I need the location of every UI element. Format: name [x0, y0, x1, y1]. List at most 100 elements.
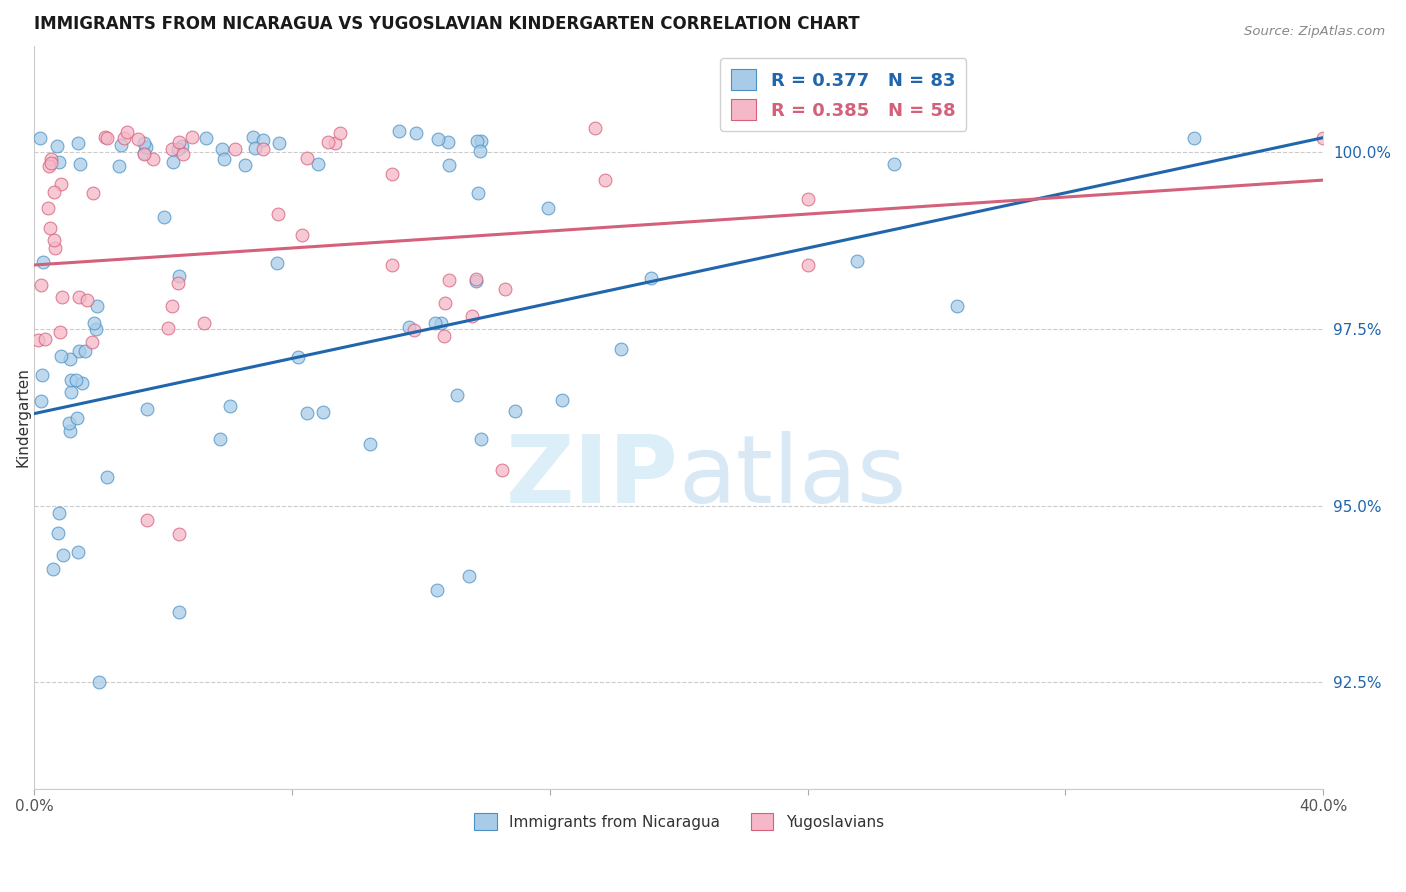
Point	[267, 207, 290, 221]
Point	[82, 186, 104, 200]
Point	[87, 675, 110, 690]
Point	[491, 463, 513, 477]
Point	[233, 158, 256, 172]
Point	[167, 276, 190, 290]
Point	[70, 376, 93, 391]
Point	[425, 316, 447, 330]
Point	[49, 177, 72, 191]
Point	[67, 545, 90, 559]
Point	[470, 144, 492, 158]
Point	[142, 152, 165, 166]
Point	[252, 132, 274, 146]
Y-axis label: Kindergarten: Kindergarten	[15, 368, 31, 467]
Point	[39, 156, 62, 170]
Point	[86, 299, 108, 313]
Point	[60, 385, 83, 400]
Point	[243, 140, 266, 154]
Point	[94, 129, 117, 144]
Point	[96, 470, 118, 484]
Point	[67, 136, 90, 151]
Point	[181, 130, 204, 145]
Point	[75, 343, 97, 358]
Point	[426, 583, 449, 598]
Point	[312, 405, 335, 419]
Point	[402, 323, 425, 337]
Point	[405, 126, 427, 140]
Point	[537, 202, 560, 216]
Point	[458, 569, 481, 583]
Point	[110, 138, 132, 153]
Point	[505, 404, 527, 418]
Point	[796, 258, 818, 272]
Point	[464, 275, 486, 289]
Point	[381, 259, 404, 273]
Point	[48, 525, 70, 540]
Point	[42, 562, 65, 576]
Point	[1312, 130, 1334, 145]
Point	[27, 333, 49, 347]
Point	[381, 168, 404, 182]
Point	[291, 227, 314, 242]
Text: IMMIGRANTS FROM NICARAGUA VS YUGOSLAVIAN KINDERGARTEN CORRELATION CHART: IMMIGRANTS FROM NICARAGUA VS YUGOSLAVIAN…	[34, 15, 860, 33]
Point	[169, 135, 191, 149]
Point	[494, 282, 516, 296]
Point	[329, 126, 352, 140]
Point	[427, 132, 450, 146]
Point	[209, 433, 232, 447]
Point	[211, 142, 233, 156]
Point	[172, 147, 194, 161]
Point	[214, 152, 236, 166]
Point	[160, 143, 183, 157]
Point	[153, 211, 176, 225]
Point	[157, 321, 180, 335]
Point	[160, 300, 183, 314]
Point	[51, 349, 73, 363]
Point	[48, 506, 70, 520]
Point	[465, 134, 488, 148]
Point	[430, 316, 453, 330]
Point	[359, 436, 381, 450]
Point	[59, 351, 82, 366]
Point	[41, 152, 63, 166]
Point	[796, 192, 818, 206]
Point	[323, 136, 346, 150]
Point	[30, 393, 52, 408]
Point	[44, 241, 66, 255]
Point	[82, 335, 104, 350]
Point	[67, 290, 90, 304]
Point	[170, 139, 193, 153]
Point	[167, 142, 190, 156]
Point	[83, 316, 105, 330]
Point	[252, 142, 274, 156]
Point	[219, 399, 242, 413]
Point	[433, 296, 456, 310]
Point	[31, 255, 53, 269]
Point	[127, 131, 149, 145]
Text: atlas: atlas	[679, 431, 907, 523]
Point	[84, 321, 107, 335]
Point	[433, 329, 456, 343]
Point	[108, 159, 131, 173]
Point	[470, 432, 492, 446]
Point	[609, 342, 631, 356]
Point	[583, 121, 606, 136]
Text: Source: ZipAtlas.com: Source: ZipAtlas.com	[1244, 25, 1385, 38]
Point	[551, 392, 574, 407]
Point	[51, 289, 73, 303]
Point	[845, 254, 868, 268]
Point	[134, 136, 156, 150]
Point	[162, 155, 184, 169]
Point	[44, 186, 66, 200]
Point	[48, 154, 70, 169]
Point	[30, 131, 52, 145]
Point	[193, 316, 215, 330]
Point	[470, 134, 492, 148]
Point	[1182, 130, 1205, 145]
Point	[67, 344, 90, 359]
Point	[66, 410, 89, 425]
Point	[287, 350, 309, 364]
Point	[398, 319, 420, 334]
Text: ZIP: ZIP	[506, 431, 679, 523]
Point	[132, 145, 155, 160]
Point	[31, 368, 53, 382]
